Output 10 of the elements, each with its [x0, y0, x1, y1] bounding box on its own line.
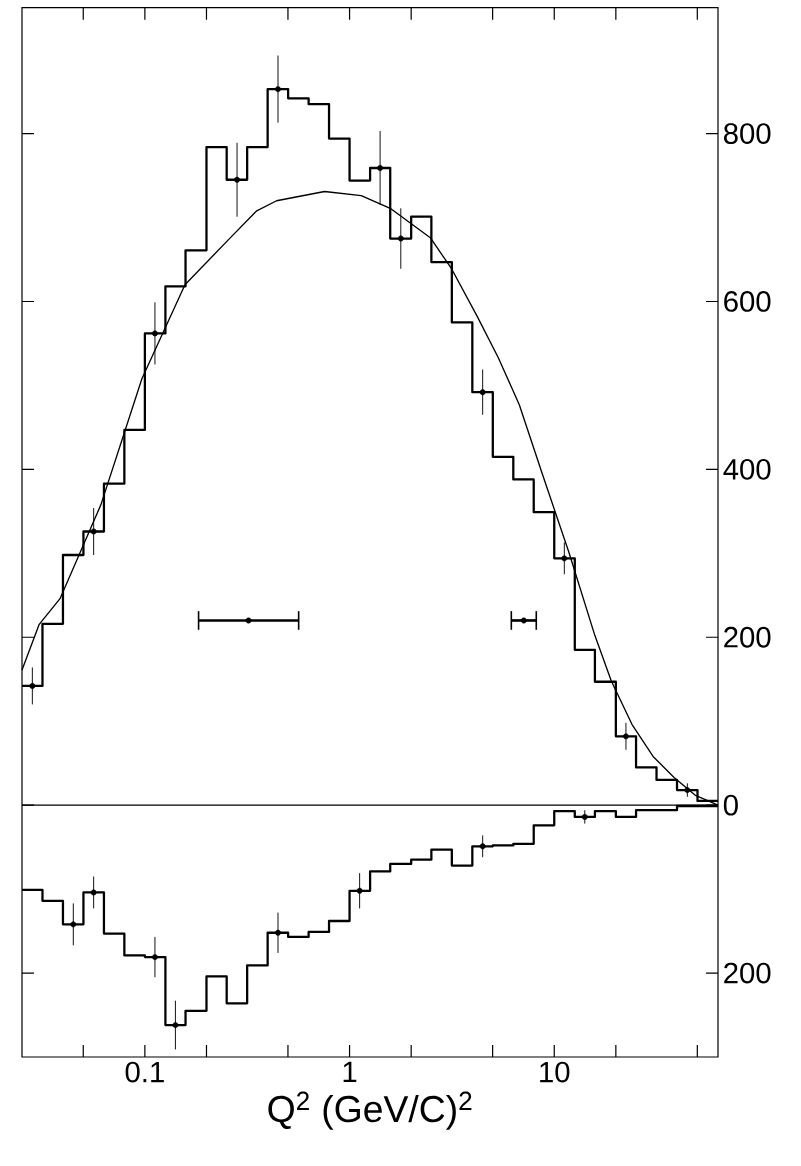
y-tick-label: 600 [724, 291, 771, 312]
x-tick-label: 0.1 [125, 1061, 164, 1083]
y-tick-label: 200 [724, 626, 771, 648]
y-tick-label: 0 [723, 794, 738, 816]
y-tick-label: 200 [724, 962, 771, 984]
x-tick-label: 10 [540, 1061, 570, 1083]
x-tick-label: 1 [343, 1061, 357, 1082]
x-axis-title: Q$^{2}$ (GeV/C)$^{2}$ [268, 1091, 472, 1130]
y-tick-label: 800 [723, 123, 771, 144]
y-tick-label: 400 [723, 458, 771, 480]
